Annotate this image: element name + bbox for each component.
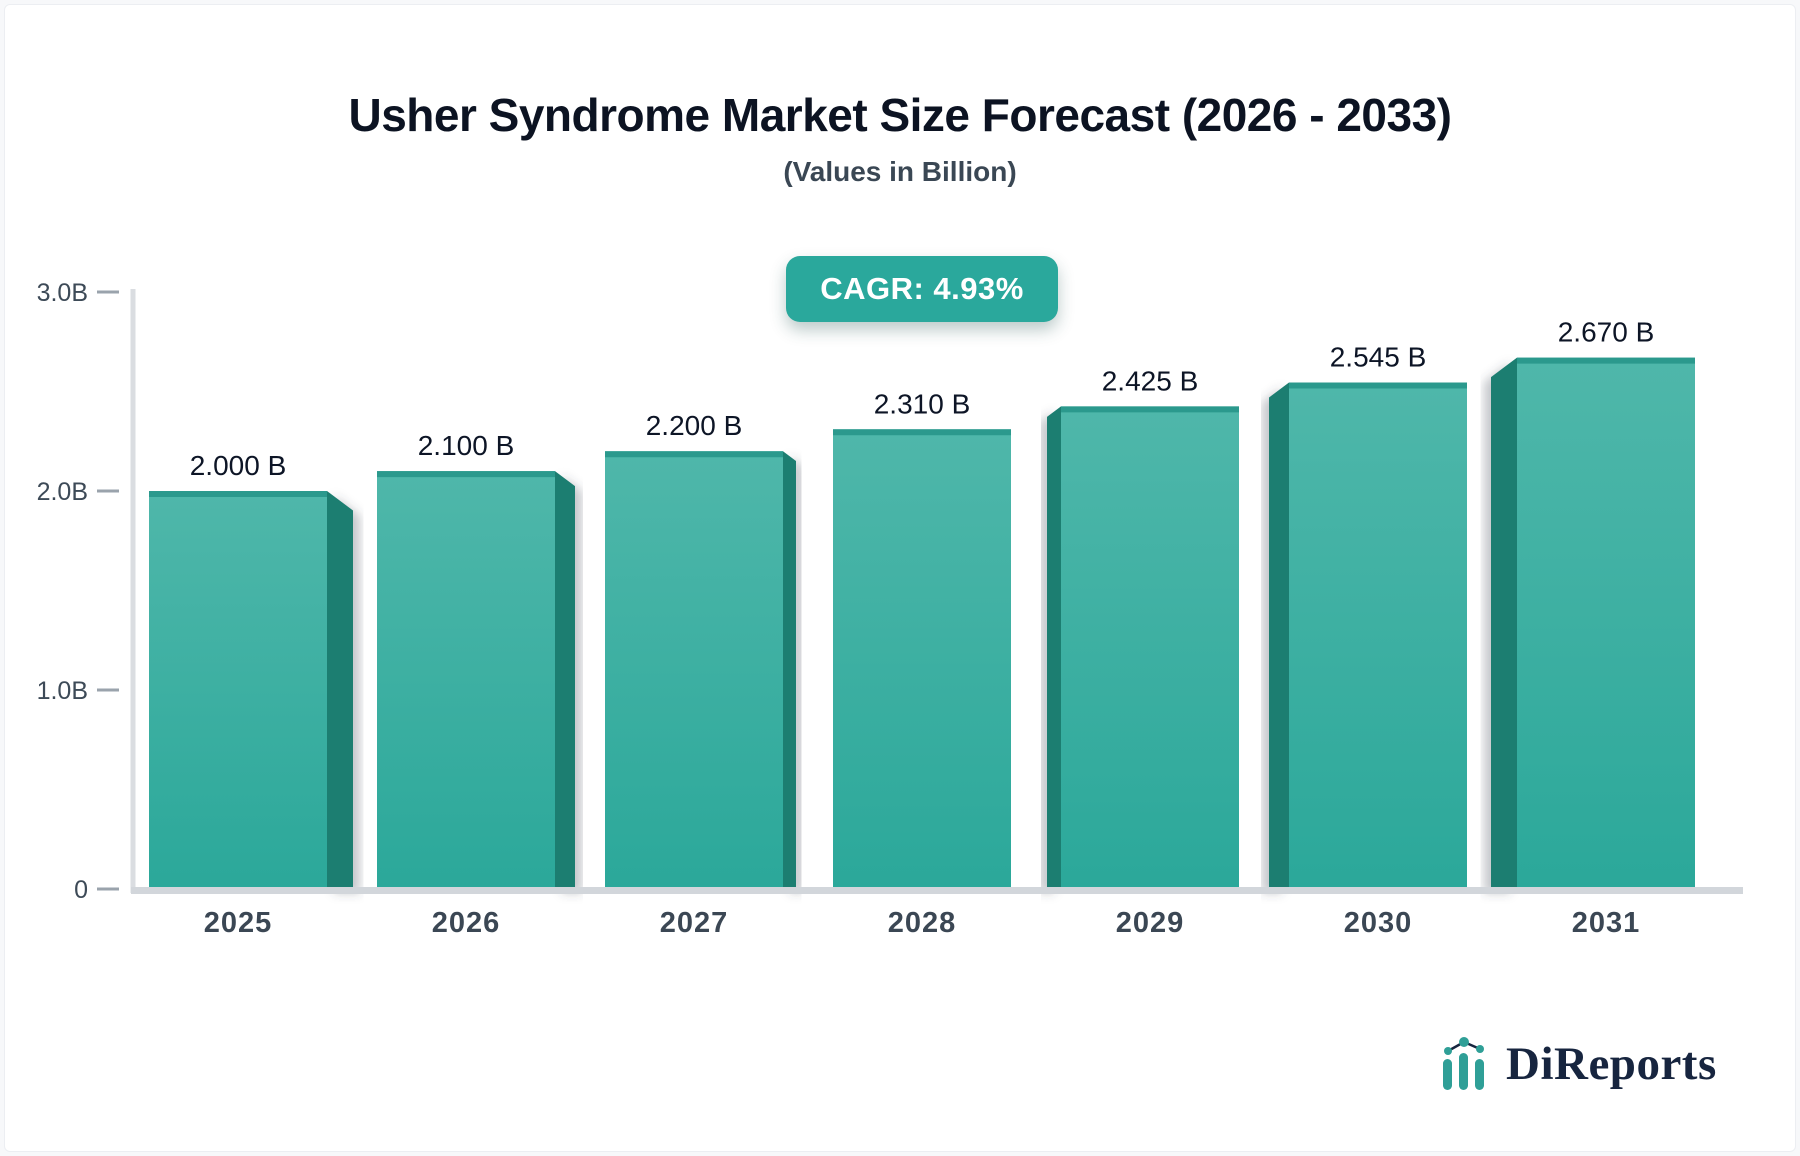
bar-side-face [1047,406,1061,888]
chart-header: Usher Syndrome Market Size Forecast (202… [0,88,1800,188]
y-axis-label: 1.0B [37,677,88,705]
logo-dot-middle [1459,1037,1469,1047]
x-axis-label: 2030 [1344,907,1413,939]
bar [1517,357,1695,888]
bar [605,451,783,888]
bar-side-face [1491,357,1517,888]
logo-chart-icon [1443,1037,1484,1090]
bar-value-label: 2.100 B [418,430,515,461]
x-axis-label: 2026 [432,907,501,939]
bar [833,429,1011,888]
bar [1289,382,1467,888]
bar-side-face [1269,382,1289,888]
x-axis-label: 2029 [1116,907,1185,939]
y-axis-label: 2.0B [37,478,88,506]
bar [377,471,555,888]
logo-bar-middle [1459,1053,1468,1090]
logo-dot-left [1444,1047,1452,1055]
logo-dot-right [1476,1045,1484,1053]
x-axis-label: 2025 [204,907,273,939]
y-axis-label: 0 [74,876,88,904]
bar-side-face [555,471,575,888]
bar-value-label: 2.545 B [1330,342,1427,373]
bar-value-label: 2.310 B [874,388,971,419]
bar-value-label: 2.425 B [1102,365,1199,396]
logo-bar-right [1475,1059,1484,1090]
bar-value-label: 2.670 B [1558,317,1655,348]
x-axis-label: 2031 [1572,907,1641,939]
bar [149,491,327,888]
brand-logo: DiReports [1438,1034,1717,1094]
logo-text: DiReports [1506,1038,1717,1090]
cagr-badge-label: CAGR: 4.93% [820,271,1024,306]
logo-bar-left [1443,1059,1452,1090]
cagr-badge: CAGR: 4.93% [786,256,1058,322]
bar [1061,406,1239,888]
chart-title: Usher Syndrome Market Size Forecast (202… [348,89,1453,141]
chart-subtitle: (Values in Billion) [783,156,1017,187]
x-axis-label: 2028 [888,907,957,939]
bar-side-face [327,491,353,888]
x-axis-label: 2027 [660,907,729,939]
bar-value-label: 2.000 B [190,450,287,481]
bar-value-label: 2.200 B [646,410,743,441]
bar-side-face [783,451,796,888]
y-axis-label: 3.0B [37,279,88,307]
